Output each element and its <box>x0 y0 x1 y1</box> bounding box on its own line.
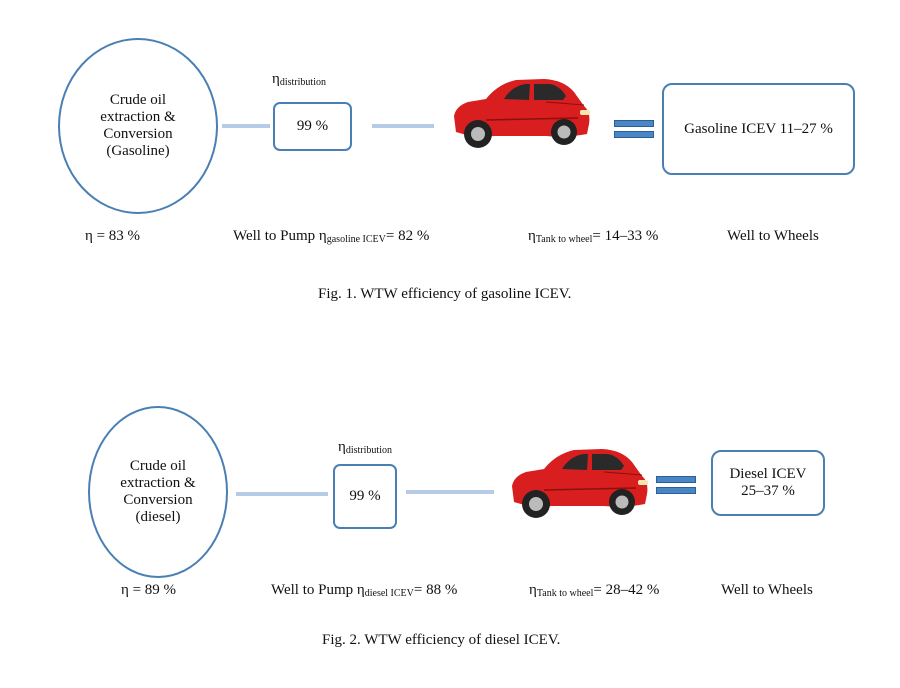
tank-to-wheel-label: ηTank to wheel= 14–33 % <box>528 228 659 245</box>
distribution-box: 99 % <box>273 102 352 151</box>
arrow-distribution-to-car <box>372 124 434 128</box>
well-to-wheels-label: Well to Wheels <box>721 582 813 598</box>
distribution-eta-label: ηdistribution <box>338 439 392 456</box>
distribution-eta-label: ηdistribution <box>272 71 326 88</box>
figure-diesel: Crude oil extraction & Conversion (diese… <box>0 344 900 688</box>
arrow-distribution-to-car <box>406 490 494 494</box>
source-ellipse: Crude oil extraction & Conversion (Gasol… <box>58 38 218 214</box>
source-text: Crude oil extraction & Conversion (diese… <box>120 458 196 525</box>
well-to-pump-label: Well to Pump ηgasoline ICEV= 82 % <box>233 228 430 245</box>
result-box: Diesel ICEV 25–37 % <box>711 450 825 516</box>
car-icon <box>454 79 590 148</box>
equals-sign <box>656 476 696 494</box>
well-to-pump-label: Well to Pump ηdiesel ICEV= 88 % <box>271 582 458 599</box>
figure-caption: Fig. 1. WTW efficiency of gasoline ICEV. <box>318 286 572 302</box>
distribution-box: 99 % <box>333 464 397 529</box>
figure-gasoline: Crude oil extraction & Conversion (Gasol… <box>58 38 855 302</box>
source-efficiency-label: η = 83 % <box>85 228 141 244</box>
tank-to-wheel-label: ηTank to wheel= 28–42 % <box>529 582 660 599</box>
source-efficiency-label: η = 89 % <box>121 582 177 598</box>
arrow-source-to-distribution <box>236 492 328 496</box>
source-ellipse: Crude oil extraction & Conversion (diese… <box>88 406 228 578</box>
source-text: Crude oil extraction & Conversion (Gasol… <box>100 92 176 159</box>
figure-caption: Fig. 2. WTW efficiency of diesel ICEV. <box>322 632 561 648</box>
result-box: Gasoline ICEV 11–27 % <box>662 83 855 175</box>
equals-sign <box>614 120 654 138</box>
well-to-wheels-label: Well to Wheels <box>727 228 819 244</box>
car-icon <box>512 449 648 518</box>
arrow-source-to-distribution <box>222 124 270 128</box>
